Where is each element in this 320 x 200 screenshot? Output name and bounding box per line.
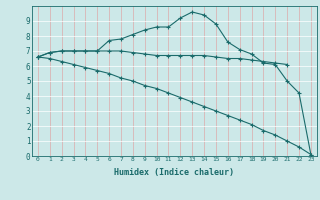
X-axis label: Humidex (Indice chaleur): Humidex (Indice chaleur) <box>115 168 234 177</box>
